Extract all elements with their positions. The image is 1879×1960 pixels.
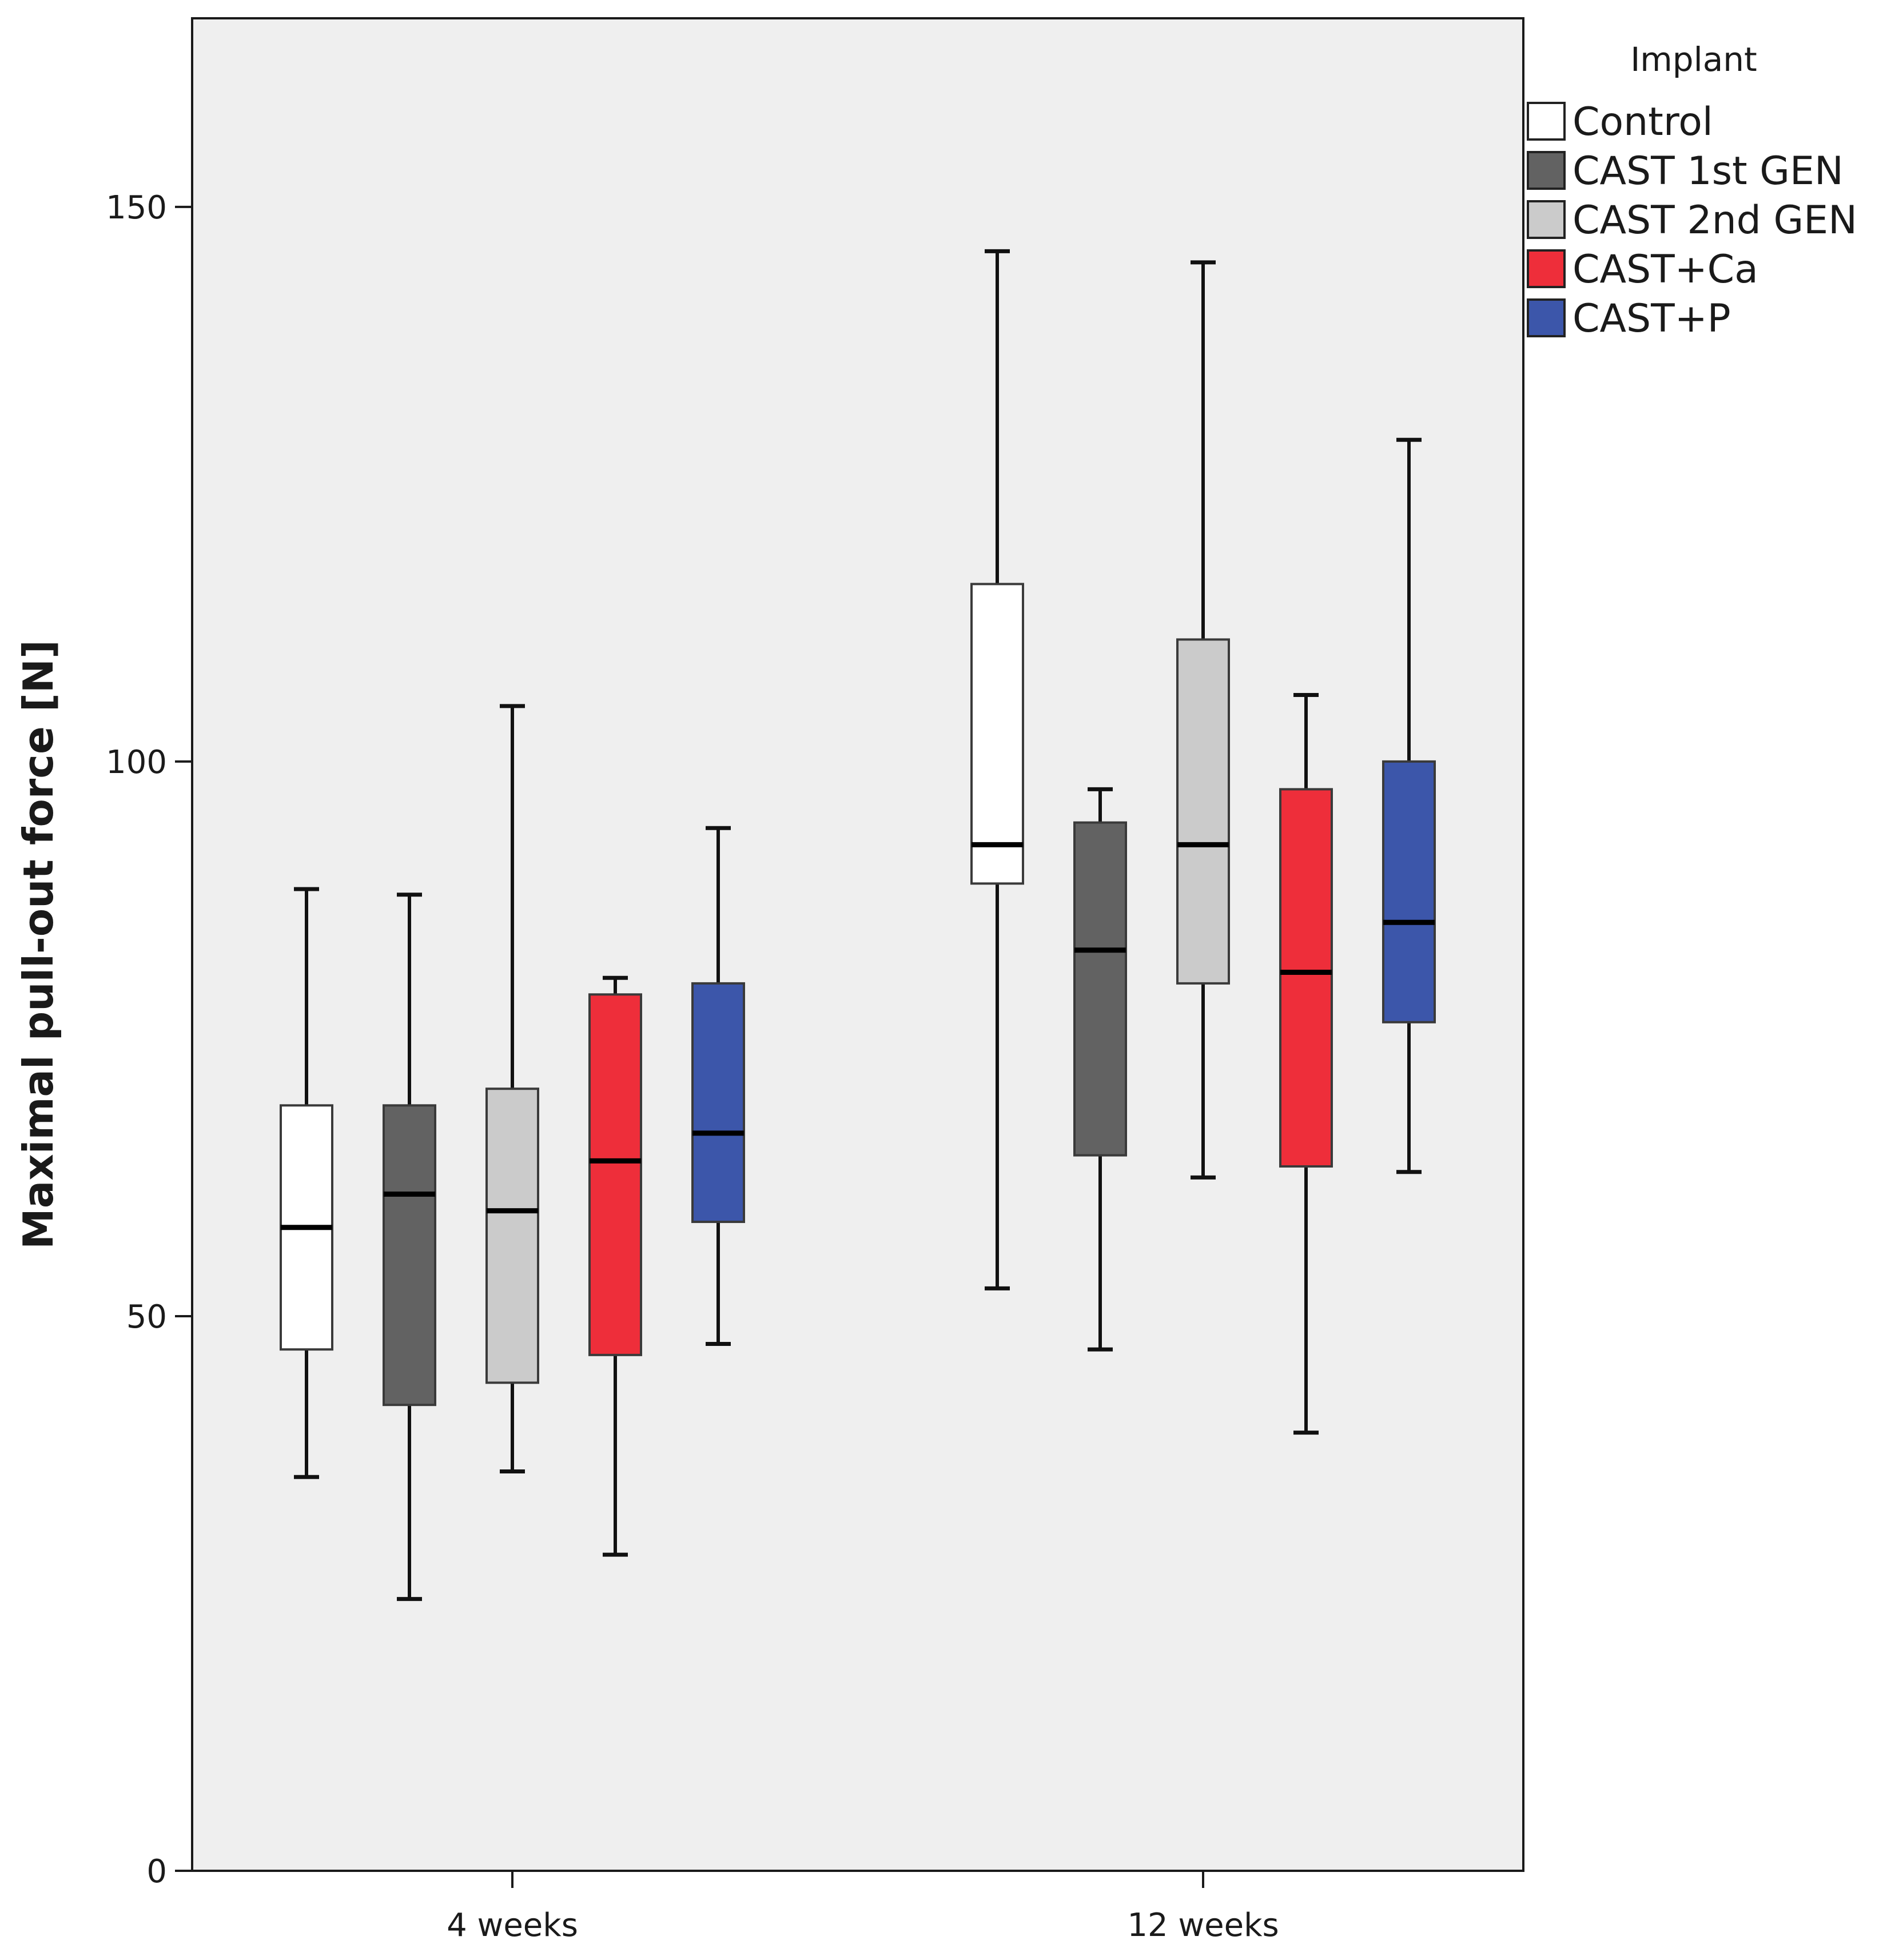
y-tick-label: 100	[106, 744, 167, 781]
iqr-box	[485, 1087, 539, 1384]
box-cast-ca-12-weeks	[1279, 692, 1333, 1435]
legend-label: Control	[1573, 99, 1713, 145]
box-control-12-weeks	[970, 249, 1024, 1290]
box-cast-1st-gen-12-weeks	[1073, 787, 1127, 1352]
iqr-box	[588, 993, 642, 1356]
box-cast-p-12-weeks	[1382, 437, 1436, 1174]
legend-swatch	[1527, 249, 1566, 288]
iqr-box	[1279, 788, 1333, 1168]
legend-swatch	[1527, 200, 1566, 239]
legend-label: CAST 1st GEN	[1573, 149, 1844, 194]
y-tick-label: 50	[126, 1298, 167, 1336]
legend-label: CAST 2nd GEN	[1573, 198, 1857, 243]
legend-swatch	[1527, 102, 1566, 141]
iqr-box	[1382, 760, 1436, 1023]
legend-swatch	[1527, 298, 1566, 337]
box-control-4-weeks	[280, 887, 333, 1479]
iqr-box	[691, 982, 745, 1224]
box-cast-1st-gen-4-weeks	[383, 893, 436, 1602]
y-tick-label: 0	[146, 1853, 167, 1890]
iqr-box	[383, 1104, 436, 1407]
box-series-group	[280, 249, 1436, 1602]
x-axis: 4 weeks 12 weeks	[447, 1871, 1279, 1944]
box-cast-p-4-weeks	[691, 826, 745, 1346]
iqr-box	[970, 583, 1024, 885]
box-cast-2nd-gen-4-weeks	[485, 704, 539, 1474]
box-cast-ca-4-weeks	[588, 975, 642, 1557]
y-axis: 0 50 100 150	[106, 189, 192, 1890]
y-axis-label: Maximal pull-out force [N]	[14, 640, 62, 1249]
x-tick-label: 12 weeks	[1127, 1907, 1279, 1944]
legend-title: Implant	[1630, 40, 1757, 79]
x-tick-label: 4 weeks	[447, 1907, 578, 1944]
iqr-box	[1073, 821, 1127, 1157]
box-cast-2nd-gen-12-weeks	[1176, 260, 1230, 1180]
y-tick-label: 150	[106, 189, 167, 226]
legend-label: CAST+P	[1573, 296, 1731, 341]
legend-swatch	[1527, 151, 1566, 190]
legend-label: CAST+Ca	[1573, 247, 1758, 292]
iqr-box	[1176, 638, 1230, 985]
